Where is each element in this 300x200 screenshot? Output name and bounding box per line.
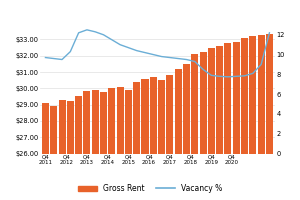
Bar xyxy=(150,77,157,200)
Bar xyxy=(191,54,198,200)
Bar xyxy=(208,48,215,200)
Bar xyxy=(241,38,248,200)
Bar xyxy=(92,90,99,200)
Bar xyxy=(258,35,265,200)
Bar xyxy=(167,75,173,200)
Bar xyxy=(175,69,182,200)
Bar xyxy=(58,100,66,200)
Bar xyxy=(100,92,107,200)
Bar xyxy=(83,91,90,200)
Bar xyxy=(133,82,140,200)
Bar xyxy=(158,80,165,200)
Bar xyxy=(50,106,57,200)
Bar xyxy=(200,52,207,200)
Bar xyxy=(108,88,115,200)
Bar xyxy=(183,64,190,200)
Bar xyxy=(233,42,240,200)
Bar xyxy=(125,90,132,200)
Bar xyxy=(216,46,223,200)
Bar xyxy=(266,34,273,200)
Bar xyxy=(117,87,124,200)
Bar xyxy=(142,79,148,200)
Bar xyxy=(42,103,49,200)
Bar xyxy=(224,43,232,200)
Bar xyxy=(67,101,74,200)
Bar xyxy=(75,96,82,200)
Legend: Gross Rent, Vacancy %: Gross Rent, Vacancy % xyxy=(75,181,225,196)
Bar xyxy=(249,36,256,200)
